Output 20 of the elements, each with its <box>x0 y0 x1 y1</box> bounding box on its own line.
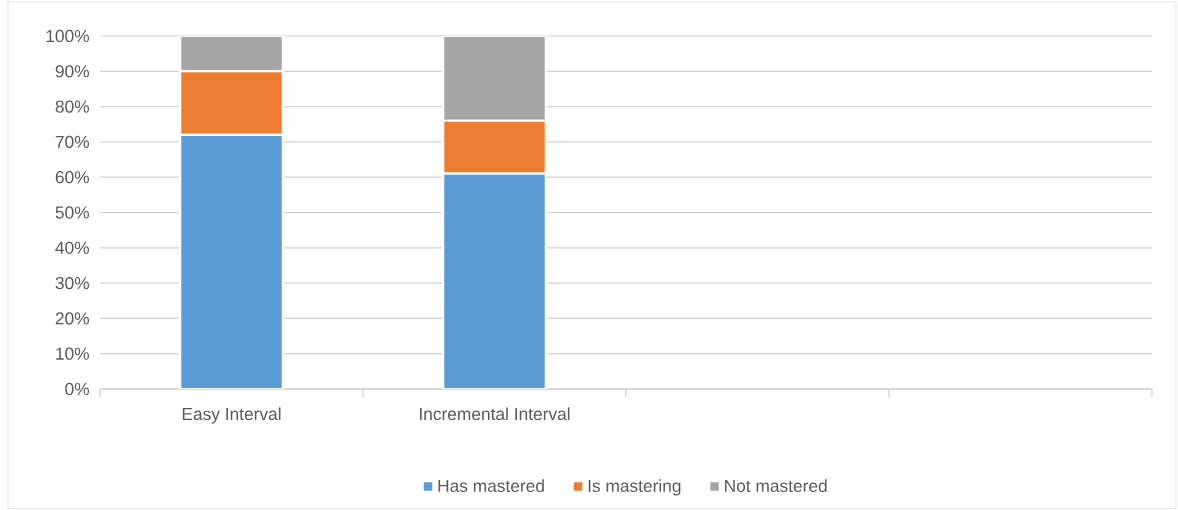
y-tick-label: 100% <box>46 29 89 43</box>
y-tick-label: 10% <box>56 347 89 360</box>
y-tick-label: 30% <box>55 276 89 290</box>
legend-label: Is mastering <box>588 479 681 496</box>
y-tick-label: 0% <box>65 382 89 396</box>
x-tick-label: Incremental Interval <box>420 407 570 421</box>
x-tick-label: Easy Interval <box>182 407 281 424</box>
y-tick-label: 50% <box>55 206 89 219</box>
y-tick-label: 40% <box>55 241 89 254</box>
bar <box>442 35 547 122</box>
y-tick-label: 80% <box>55 100 89 113</box>
y-tick-label: 90% <box>55 65 89 78</box>
y-tick-label: 70% <box>55 135 89 149</box>
legend-label: Not mastered <box>725 479 827 493</box>
legend-label: Has mastered <box>438 479 544 493</box>
y-tick-label: 20% <box>55 312 89 325</box>
y-tick-label: 60% <box>55 171 89 184</box>
bar <box>179 133 284 389</box>
bar <box>442 172 547 389</box>
bar <box>179 35 284 73</box>
